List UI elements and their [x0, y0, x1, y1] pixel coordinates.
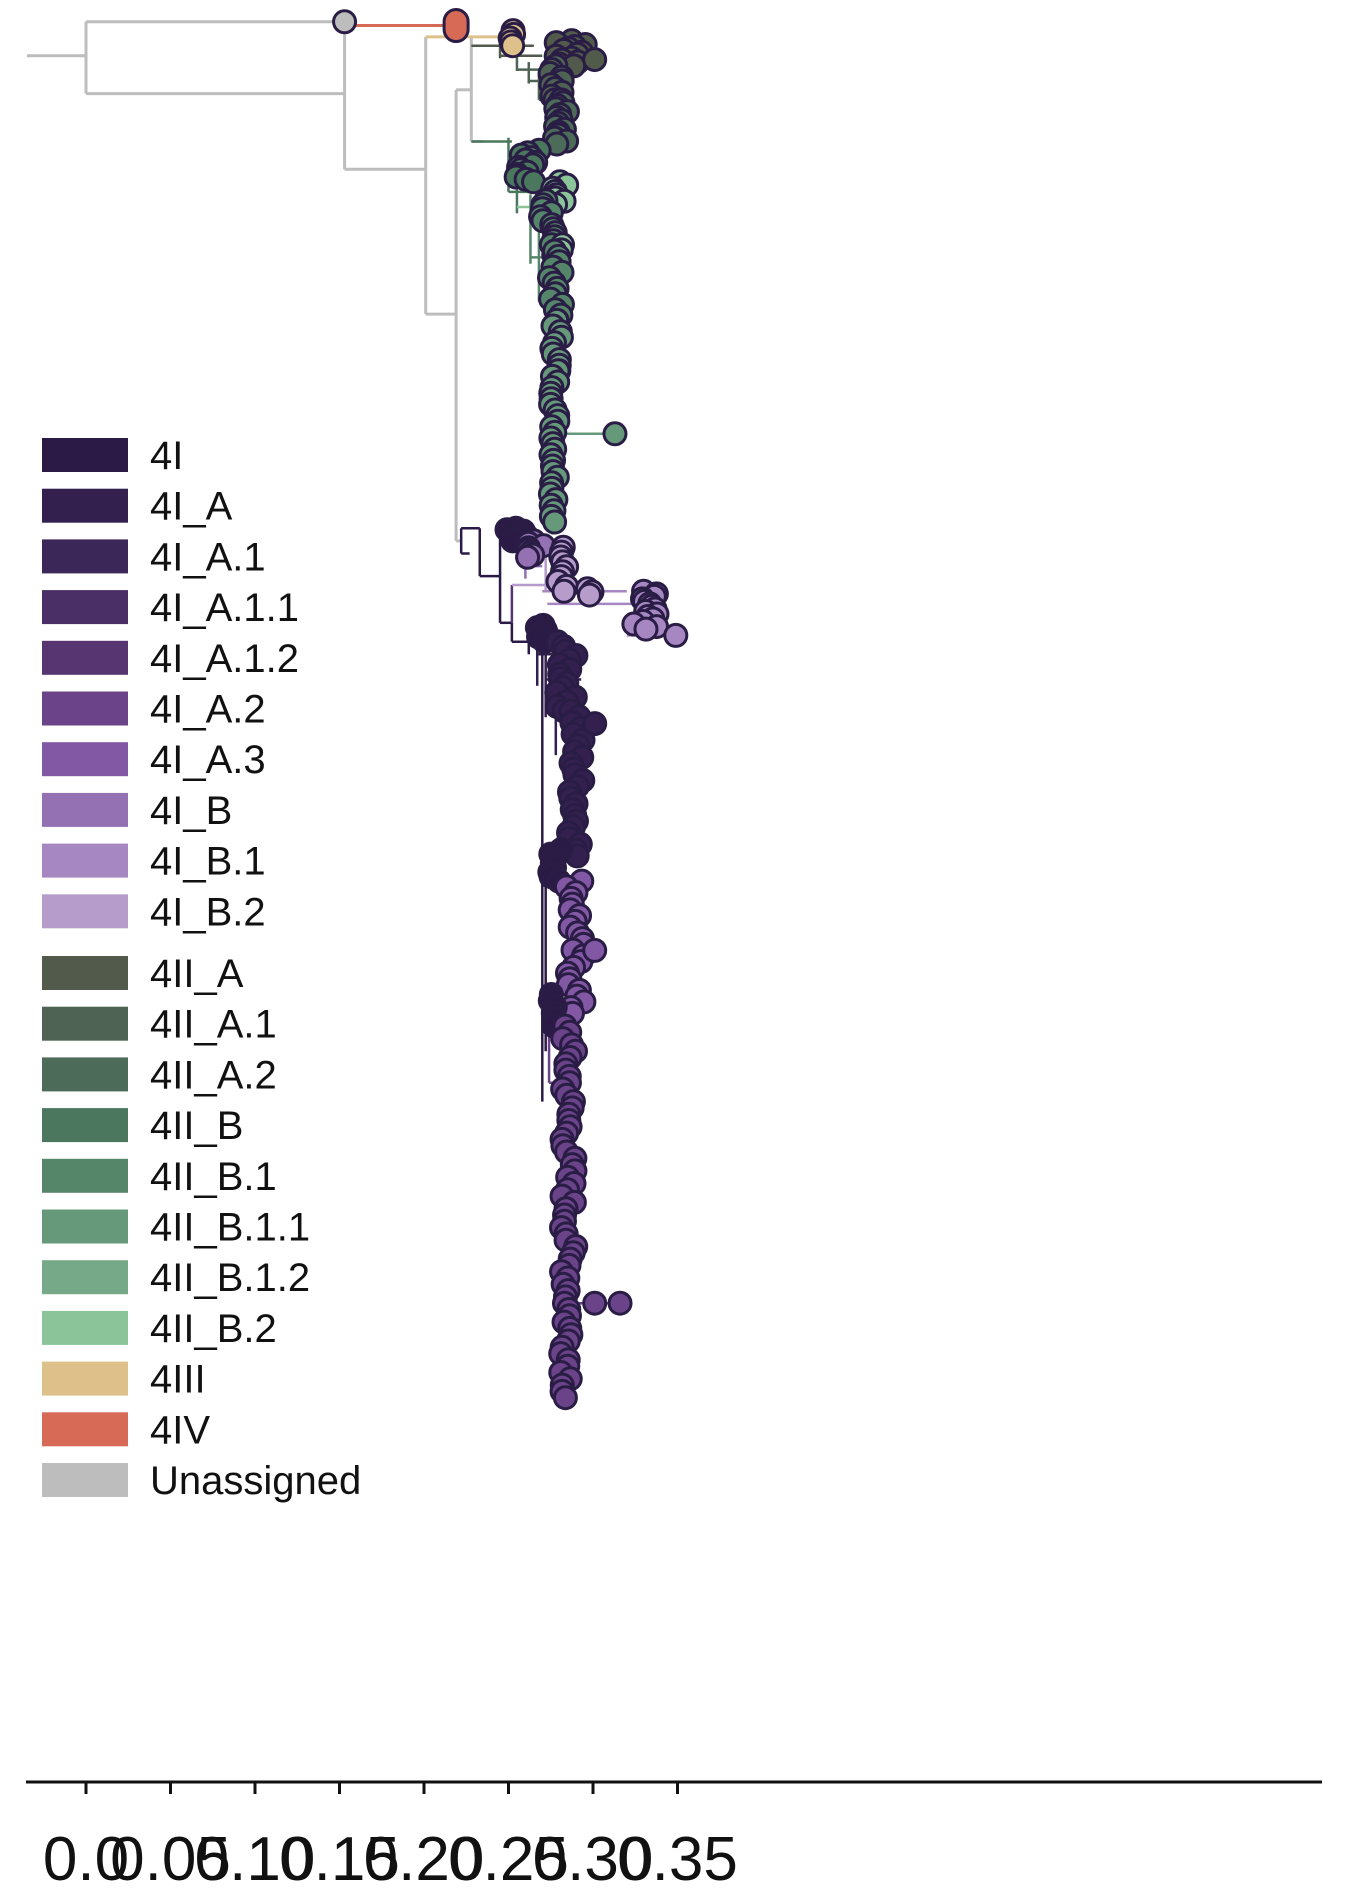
tip-point — [663, 622, 689, 648]
legend-swatch — [42, 792, 128, 827]
tip-point — [515, 544, 541, 570]
legend-swatch — [42, 640, 128, 675]
x-tick-label: 0.25 — [448, 1825, 569, 1894]
legend-label: 4II_B.1 — [150, 1155, 277, 1199]
tip-point — [552, 1385, 578, 1411]
legend-label: 4II_A — [150, 952, 244, 996]
tip-point — [542, 509, 568, 535]
legend-label: 4II_A.1 — [150, 1003, 277, 1047]
legend-swatch — [42, 691, 128, 726]
legend-label: 4II_B.1.1 — [150, 1206, 310, 1250]
tip-point — [633, 616, 659, 642]
x-tick-label: 0.0 — [43, 1825, 129, 1894]
legend-label: 4I_A.1.1 — [150, 586, 299, 630]
tip-point — [582, 937, 608, 963]
legend-swatch — [42, 1310, 128, 1345]
tip-point — [602, 421, 628, 447]
legend-swatch — [42, 894, 128, 929]
legend-swatch — [42, 1006, 128, 1041]
tip-point — [582, 711, 608, 737]
legend-label: 4II_B.2 — [150, 1307, 277, 1351]
legend-label: 4I_A — [150, 485, 233, 529]
legend-label: 4IV — [150, 1408, 210, 1452]
legend-swatch — [42, 956, 128, 990]
legend-swatch — [42, 590, 128, 625]
x-tick-label: 0.10 — [195, 1825, 316, 1894]
legend-label: 4I_A.1.2 — [150, 637, 299, 681]
legend-label: 4I_B — [150, 789, 232, 833]
x-tick-label: 0.15 — [279, 1825, 400, 1894]
legend-swatch — [42, 539, 128, 574]
tip-point — [607, 1290, 633, 1316]
x-tick-label: 0.20 — [364, 1825, 485, 1894]
legend-swatch — [42, 843, 128, 878]
legend-swatch — [42, 1260, 128, 1295]
legend-swatch — [42, 438, 128, 472]
tip-point — [582, 47, 608, 73]
legend-swatch — [42, 1463, 128, 1497]
legend-label: 4II_B — [150, 1104, 243, 1148]
legend-label: 4I — [150, 434, 183, 478]
legend-label: Unassigned — [150, 1459, 361, 1503]
tip-point — [500, 33, 526, 59]
legend-label: 4III — [150, 1358, 206, 1402]
tip-point — [442, 8, 470, 44]
legend-label: 4I_A.3 — [150, 738, 266, 782]
legend: 4I 4I_A 4I_A.1 4I_A.1.1 4I_A.1.2 4I_A.2 4I_A.3… — [42, 434, 361, 1503]
tip-point — [582, 1290, 608, 1316]
legend-swatch — [42, 1209, 128, 1244]
tip-point — [332, 9, 358, 35]
x-tick-label: 0.35 — [617, 1825, 738, 1894]
legend-swatch — [42, 488, 128, 523]
legend-swatch — [42, 742, 128, 777]
x-tick-label: 0.05 — [110, 1825, 231, 1894]
legend-label: 4I_A.1 — [150, 535, 266, 579]
legend-label: 4I_B.2 — [150, 890, 266, 934]
legend-swatch — [42, 1412, 128, 1447]
x-axis: 0.00.050.100.150.200.250.300.35 — [26, 1780, 1322, 1894]
legend-label: 4II_B.1.2 — [150, 1256, 310, 1300]
legend-swatch — [42, 1057, 128, 1092]
x-tick-label: 0.30 — [533, 1825, 654, 1894]
tip-point — [551, 578, 577, 604]
legend-label: 4I_B.1 — [150, 840, 266, 884]
legend-label: 4II_A.2 — [150, 1053, 277, 1097]
tree-layer — [26, 8, 689, 1411]
legend-swatch — [42, 1108, 128, 1143]
legend-swatch — [42, 1361, 128, 1396]
legend-label: 4I_A.2 — [150, 688, 266, 732]
tip-point — [576, 582, 602, 608]
legend-swatch — [42, 1158, 128, 1193]
